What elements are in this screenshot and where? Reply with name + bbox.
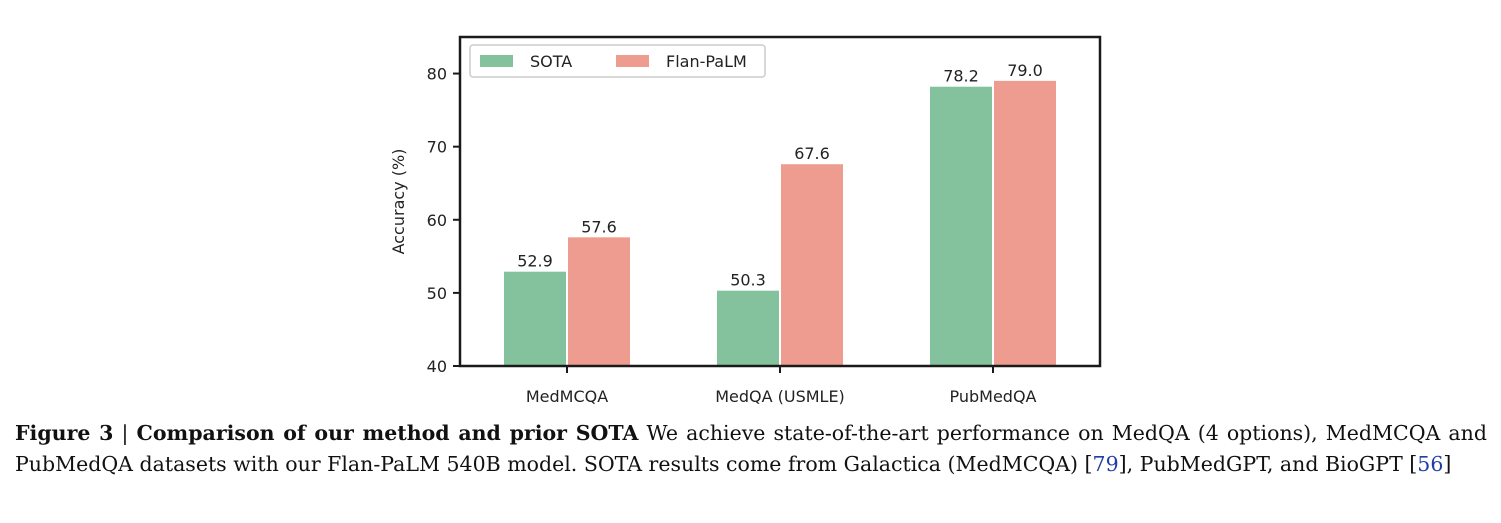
figure-label: Figure 3 (15, 421, 114, 445)
bar (568, 237, 630, 366)
y-tick-label: 70 (427, 138, 447, 157)
y-tick-label: 80 (427, 65, 447, 84)
x-tick-label: MedQA (USMLE) (715, 387, 845, 406)
caption-title: Comparison of our method and prior SOTA (136, 421, 639, 445)
caption-text: ], PubMedGPT, and BioGPT [ (1118, 452, 1418, 476)
legend-swatch (480, 55, 513, 67)
x-tick-label: MedMCQA (526, 387, 608, 406)
bar-value-label: 67.6 (794, 144, 830, 163)
legend-swatch (616, 55, 649, 67)
legend-items: SOTA Flan-PaLM (480, 52, 747, 71)
figure-caption: Figure 3 | Comparison of our method and … (15, 418, 1487, 480)
bars (504, 80, 1056, 367)
bar-value-label: 50.3 (730, 271, 766, 290)
y-tick-label: 60 (427, 211, 447, 230)
y-tick-label: 50 (427, 284, 447, 303)
bar (994, 80, 1056, 366)
x-axis-ticks: MedMCQA MedQA (USMLE) PubMedQA (526, 366, 1037, 406)
bar-value-label: 52.9 (517, 252, 553, 271)
bar (930, 86, 992, 367)
bar-value-label: 79.0 (1007, 61, 1043, 80)
y-axis-label: Accuracy (%) (389, 149, 408, 255)
bar-value-label: 57.6 (581, 217, 617, 236)
caption-separator: | (121, 421, 129, 445)
citation-link[interactable]: 56 (1417, 452, 1444, 476)
legend-label: Flan-PaLM (666, 52, 747, 71)
citation-link[interactable]: 79 (1092, 452, 1119, 476)
caption-text: We achieve state-of-the-art performance … (15, 421, 1487, 476)
bar-value-label: 78.2 (943, 67, 979, 86)
legend: SOTA Flan-PaLM (469, 44, 766, 78)
legend-label: SOTA (530, 52, 572, 71)
bar-chart: 52.9 57.6 50.3 67.6 78.2 79.0 40 50 60 70 80 MedM… (389, 35, 1102, 406)
y-axis-ticks: 40 50 60 70 80 (427, 65, 460, 376)
bar (781, 164, 843, 366)
bar-value-labels: 52.9 57.6 50.3 67.6 78.2 79.0 (517, 61, 1043, 290)
caption-text: ] (1443, 452, 1452, 476)
x-tick-label: PubMedQA (949, 387, 1036, 406)
bar (504, 271, 566, 366)
bar (717, 290, 779, 366)
y-tick-label: 40 (427, 357, 447, 376)
